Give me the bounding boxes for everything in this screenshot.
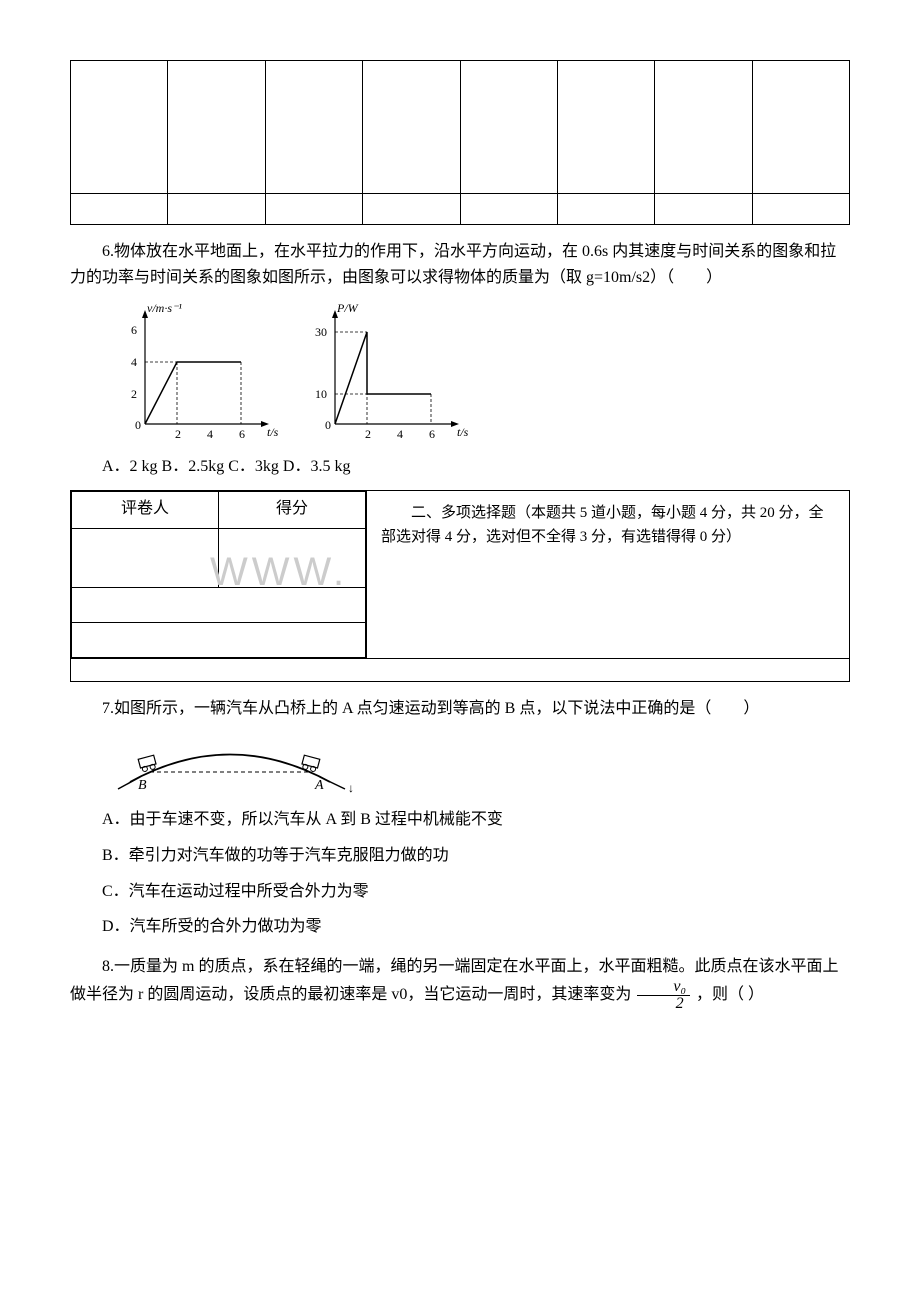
q8-fraction: v₀ 2: [637, 979, 690, 1012]
q8-frac-den: 2: [637, 996, 690, 1012]
q6-text: 6.物体放在水平地面上，在水平拉力的作用下，沿水平方向运动，在 0.6s 内其速…: [70, 239, 850, 290]
q7-bridge-figure: B A ↓: [110, 737, 850, 797]
svg-text:2: 2: [365, 427, 371, 441]
q7-optD: D．汽车所受的合外力做功为零: [70, 914, 850, 940]
bridge-label-a: A: [314, 778, 324, 793]
q7-optA: A．由于车速不变，所以汽车从 A 到 B 过程中机械能不变: [70, 807, 850, 833]
svg-text:4: 4: [131, 355, 137, 369]
q6-chart-pt: P/W t/s 0 2 4 6 10 30: [300, 304, 470, 444]
q7-text: 7.如图所示，一辆汽车从凸桥上的 A 点匀速运动到等高的 B 点，以下说法中正确…: [70, 696, 850, 722]
svg-text:6: 6: [131, 323, 137, 337]
svg-text:t/s: t/s: [457, 425, 469, 439]
svg-text:0: 0: [135, 418, 141, 432]
svg-text:0: 0: [325, 418, 331, 432]
q8-frac-num: v₀: [637, 979, 690, 996]
top-blank-table: [70, 60, 850, 225]
q7-optB: B．牵引力对汽车做的功等于汽车克服阻力做的功: [70, 843, 850, 869]
q6-charts: v/m·s⁻¹ t/s 0 2 4 6 2 4 6 P/W t/s 0 2 4 …: [110, 304, 850, 444]
svg-text:↓: ↓: [348, 781, 354, 795]
svg-text:4: 4: [207, 427, 213, 441]
grader-label: 评卷人: [72, 491, 219, 528]
q6-options: A．2 kg B．2.5kg C．3kg D．3.5 kg: [70, 454, 850, 480]
svg-text:6: 6: [239, 427, 245, 441]
svg-text:30: 30: [315, 325, 327, 339]
svg-text:2: 2: [131, 387, 137, 401]
q8-text: 8.一质量为 m 的质点，系在轻绳的一端，绳的另一端固定在水平面上，水平面粗糙。…: [70, 954, 850, 1013]
svg-text:2: 2: [175, 427, 181, 441]
svg-text:10: 10: [315, 387, 327, 401]
q6-chart-vt: v/m·s⁻¹ t/s 0 2 4 6 2 4 6: [110, 304, 280, 444]
q8-suffix: ，则（ ）: [696, 987, 764, 1004]
svg-text:6: 6: [429, 427, 435, 441]
svg-text:t/s: t/s: [267, 425, 279, 439]
svg-text:P/W: P/W: [336, 304, 359, 315]
bridge-label-b: B: [138, 778, 147, 793]
q7-optC: C．汽车在运动过程中所受合外力为零: [70, 879, 850, 905]
svg-text:v/m·s⁻¹: v/m·s⁻¹: [147, 304, 182, 315]
section2-title: 二、多项选择题（本题共 5 道小题，每小题 4 分，共 20 分，全部选对得 4…: [381, 505, 824, 545]
score-label: 得分: [219, 491, 366, 528]
section2-score-box: 评卷人 得分 二、多项选择题（本题共 5 道小题，每小题 4 分，共 20 分，…: [70, 490, 850, 682]
svg-text:4: 4: [397, 427, 403, 441]
